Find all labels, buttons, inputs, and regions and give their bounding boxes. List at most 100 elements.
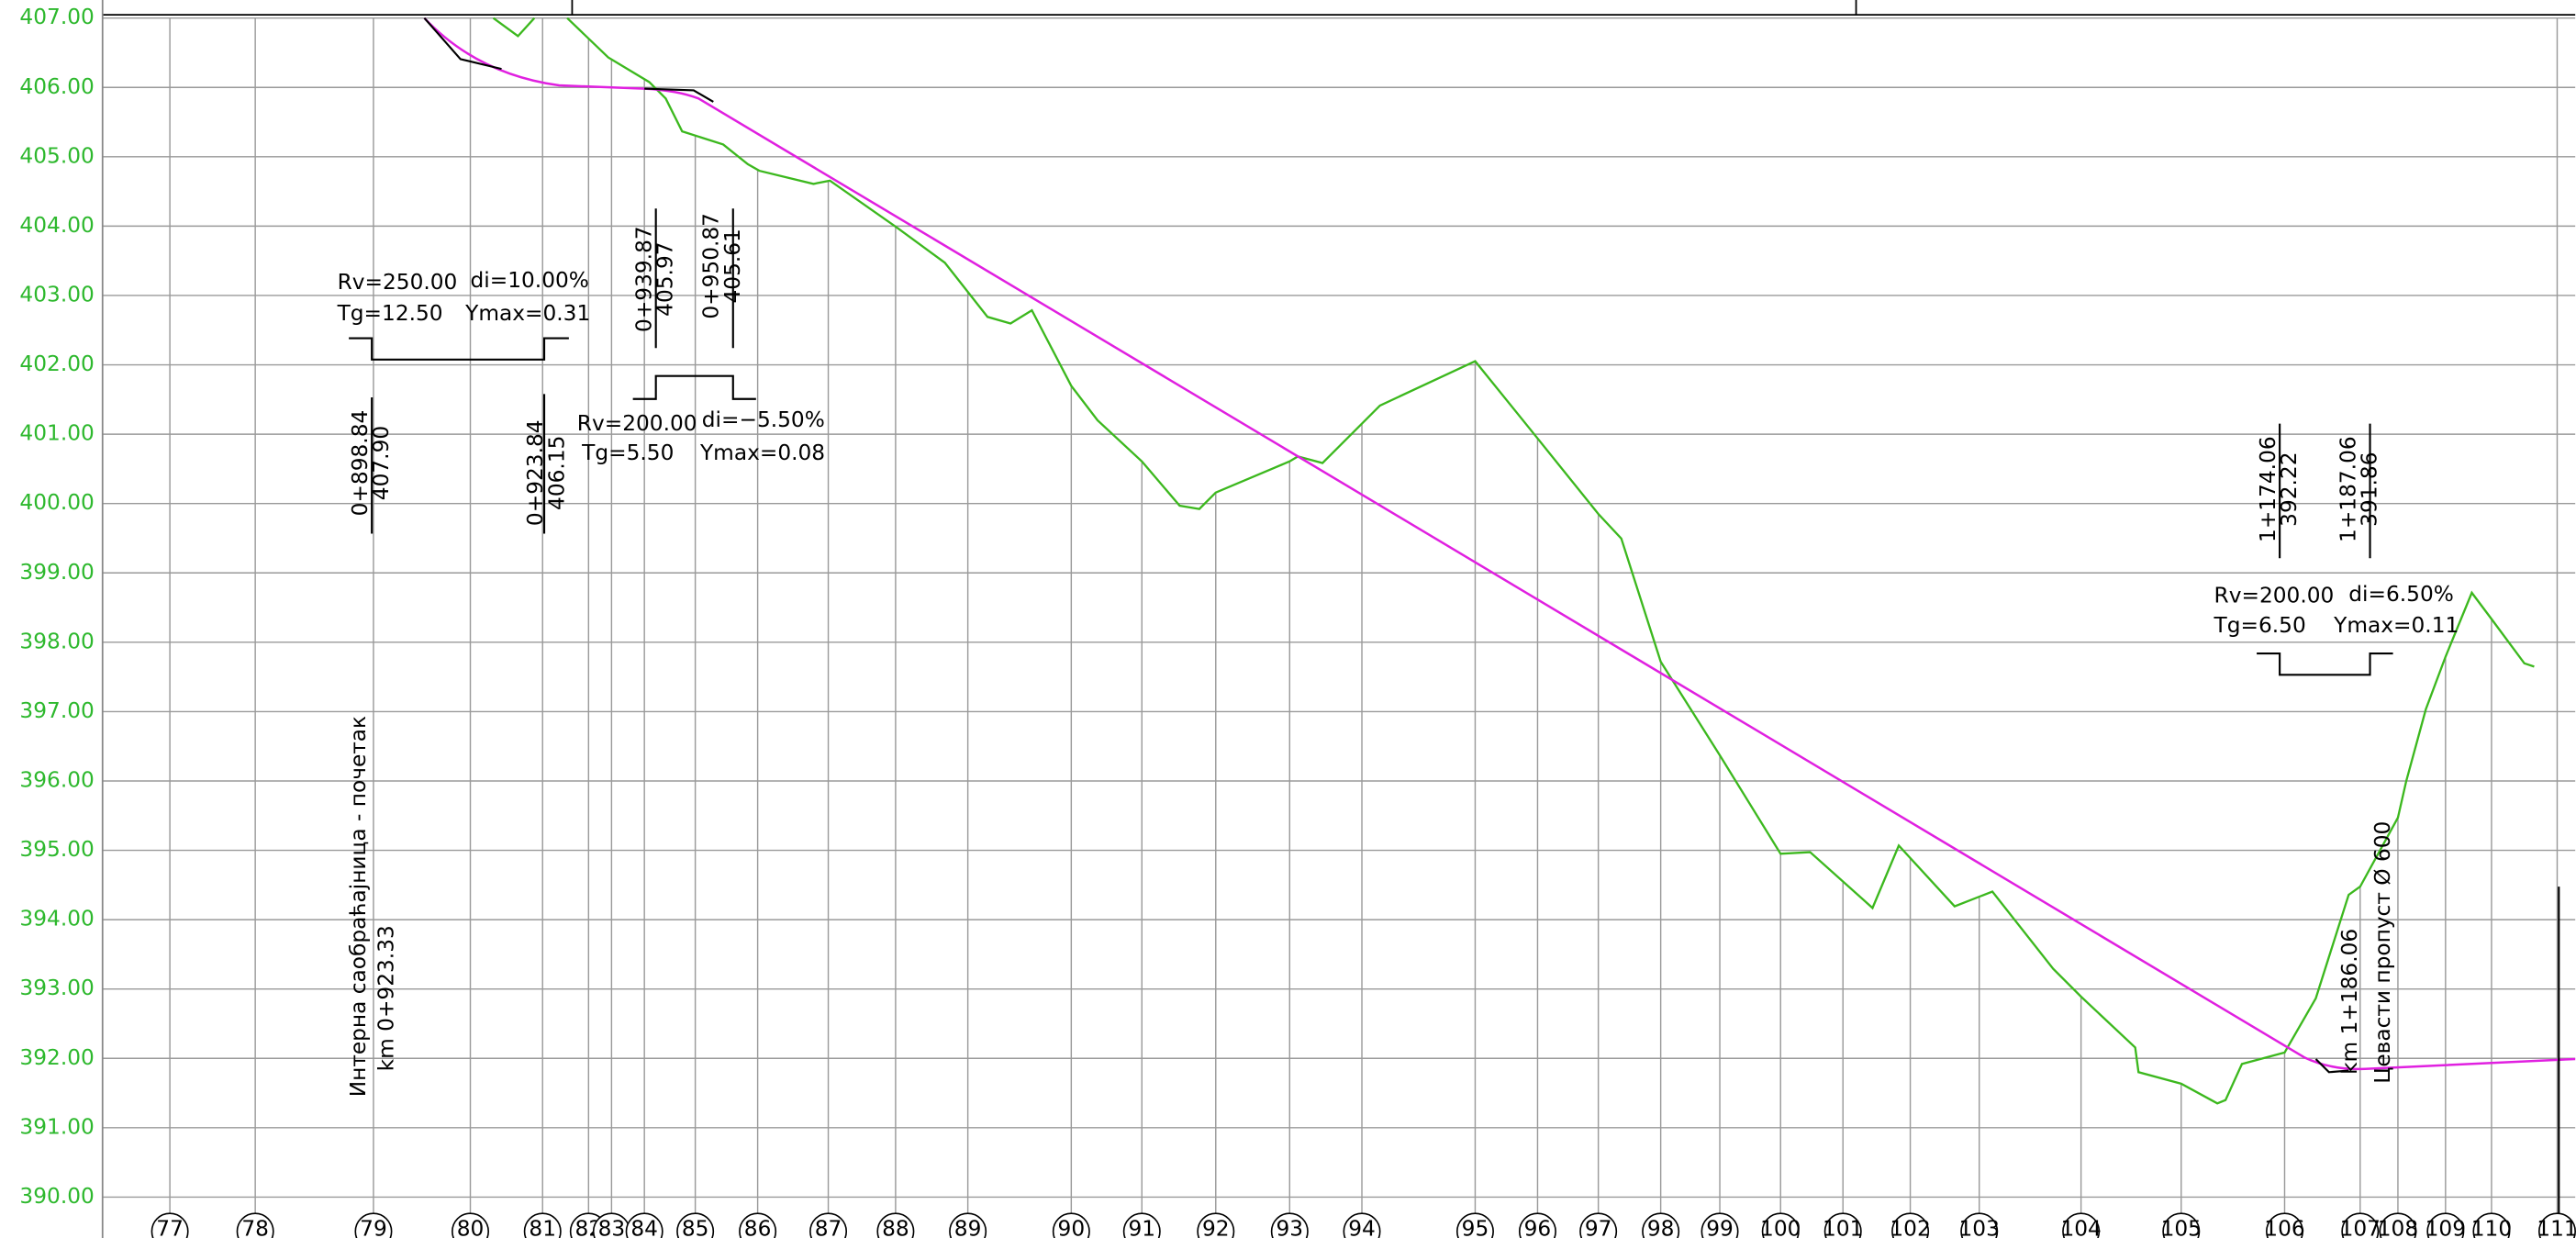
station-label: 94 bbox=[1348, 1217, 1376, 1238]
station-label: 79 bbox=[360, 1217, 387, 1238]
terrain-line bbox=[566, 17, 2535, 1105]
station-circle bbox=[2538, 1212, 2576, 1238]
station-circle bbox=[2062, 1212, 2101, 1238]
curve-ymax: Ymax=0.08 bbox=[699, 441, 825, 465]
station-circle bbox=[1642, 1212, 1680, 1238]
station-circle bbox=[2426, 1212, 2465, 1238]
note: Цевасти пропуст Ø 600 bbox=[2370, 821, 2395, 1084]
elevation-value: 407.90 bbox=[369, 426, 394, 500]
station-label: 92 bbox=[1202, 1217, 1230, 1238]
station-label: 87 bbox=[815, 1217, 842, 1238]
station-label: 84 bbox=[630, 1217, 658, 1238]
curve-ymax: Ymax=0.31 bbox=[464, 301, 590, 326]
station-circle bbox=[236, 1212, 274, 1238]
station-circle bbox=[2379, 1212, 2417, 1238]
station-value: 0+939.87 bbox=[631, 226, 656, 332]
station-circle bbox=[876, 1212, 915, 1238]
station-circle bbox=[1343, 1212, 1381, 1238]
elevation-label: 402.00 bbox=[19, 351, 94, 376]
station-circle bbox=[2162, 1212, 2201, 1238]
elevation-label: 403.00 bbox=[19, 282, 94, 307]
curve-tg: Tg=6.50 bbox=[2214, 613, 2306, 638]
curve-rv: Rv=200.00 bbox=[2214, 584, 2335, 608]
terrain-line bbox=[492, 17, 536, 38]
elevation-label: 398.00 bbox=[19, 629, 94, 653]
note: Интерна саобраћајница - почетак bbox=[346, 716, 371, 1097]
elevation-value: 406.15 bbox=[544, 436, 569, 510]
station-circle bbox=[1891, 1212, 1930, 1238]
elevation-label: 404.00 bbox=[19, 213, 94, 238]
station-label: 108 bbox=[2378, 1217, 2418, 1238]
curve-tg: Tg=12.50 bbox=[337, 301, 443, 326]
curve-di: di=6.50% bbox=[2348, 582, 2454, 607]
elevation-label: 394.00 bbox=[19, 907, 94, 931]
curve-ymax: Ymax=0.11 bbox=[2333, 613, 2459, 638]
tangent bbox=[423, 17, 502, 71]
tangents bbox=[349, 17, 2560, 1238]
elevation-label: 390.00 bbox=[19, 1184, 94, 1209]
station-label: 109 bbox=[2425, 1217, 2466, 1238]
curve-bracket bbox=[2257, 652, 2393, 676]
station-label: 78 bbox=[241, 1217, 269, 1238]
station-circle bbox=[625, 1212, 664, 1238]
elevation-label: 392.00 bbox=[19, 1045, 94, 1070]
elevation-label: 395.00 bbox=[19, 837, 94, 862]
elevation-value: 391.86 bbox=[2358, 452, 2382, 526]
note: km 1+186.06 bbox=[2337, 929, 2362, 1075]
station-circle bbox=[676, 1212, 715, 1238]
station-circle bbox=[1122, 1212, 1161, 1238]
station-circle bbox=[354, 1212, 393, 1238]
station-label: 77 bbox=[156, 1217, 184, 1238]
station-label: 110 bbox=[2471, 1217, 2512, 1238]
station-label: 85 bbox=[682, 1217, 709, 1238]
station-circle bbox=[452, 1212, 489, 1238]
station-circle bbox=[1960, 1212, 1999, 1238]
station-label: 81 bbox=[529, 1217, 556, 1238]
elevation-label: 401.00 bbox=[19, 421, 94, 446]
station-label: 107 bbox=[2340, 1217, 2381, 1238]
station-value: 1+174.06 bbox=[2256, 436, 2280, 542]
station-label: 80 bbox=[457, 1217, 485, 1238]
elevation-label: 399.00 bbox=[19, 560, 94, 585]
elevation-label: 405.00 bbox=[19, 143, 94, 168]
station-label: 86 bbox=[744, 1217, 772, 1238]
elevation-value: 405.97 bbox=[653, 241, 678, 316]
curve-di: di=10.00% bbox=[471, 268, 589, 293]
station-label: 90 bbox=[1058, 1217, 1086, 1238]
curve-rv: Rv=200.00 bbox=[577, 411, 697, 436]
elevation-label: 397.00 bbox=[19, 698, 94, 723]
station-circle bbox=[1518, 1212, 1556, 1238]
station-label: 111 bbox=[2537, 1217, 2576, 1238]
station-label: 95 bbox=[1462, 1217, 1489, 1238]
station-lines bbox=[169, 17, 2559, 1215]
station-label: 89 bbox=[954, 1217, 982, 1238]
station-circle bbox=[1823, 1212, 1862, 1238]
station-label: 103 bbox=[1959, 1217, 2000, 1238]
curve-tg: Tg=5.50 bbox=[581, 441, 674, 465]
station-label: 83 bbox=[598, 1217, 626, 1238]
station-label: 97 bbox=[1585, 1217, 1612, 1238]
curve-rv: Rv=250.00 bbox=[338, 270, 458, 295]
station-value: 0+898.84 bbox=[348, 410, 373, 517]
grade-line bbox=[423, 17, 2576, 1071]
elevation-label: 400.00 bbox=[19, 490, 94, 515]
station-circle bbox=[809, 1212, 848, 1238]
station-label: 88 bbox=[882, 1217, 909, 1238]
station-circle bbox=[1761, 1212, 1800, 1238]
elevation-label: 396.00 bbox=[19, 767, 94, 792]
station-circle bbox=[151, 1212, 189, 1238]
station-label: 102 bbox=[1890, 1217, 1930, 1238]
station-circle bbox=[523, 1212, 562, 1238]
station-label: 91 bbox=[1128, 1217, 1155, 1238]
tangent bbox=[644, 87, 714, 103]
grid bbox=[102, 17, 2576, 1199]
curve-bracket bbox=[349, 337, 569, 361]
station-value: 1+187.06 bbox=[2336, 436, 2360, 542]
station-circle bbox=[2472, 1212, 2511, 1238]
elevation-labels: 407.00 406.00 405.00 404.00 403.00 402.00 401.… bbox=[19, 5, 94, 1209]
curve-di: di=−5.50% bbox=[702, 407, 825, 432]
station-circle bbox=[1579, 1212, 1618, 1238]
